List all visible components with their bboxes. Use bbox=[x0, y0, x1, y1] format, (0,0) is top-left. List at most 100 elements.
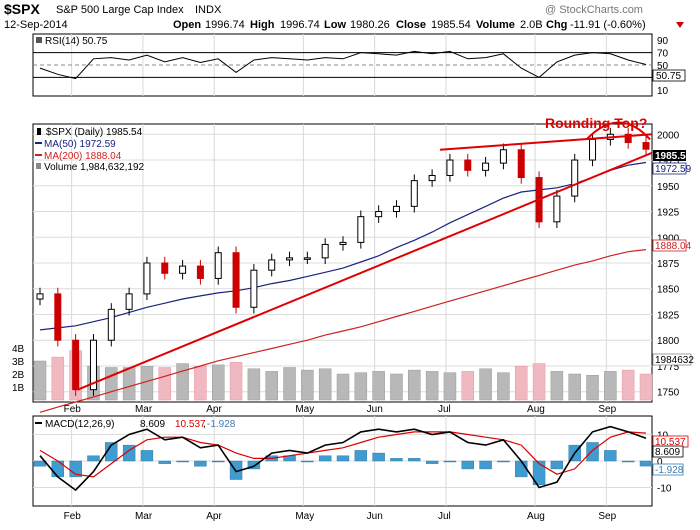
macd-histogram-bar bbox=[425, 460, 439, 464]
price-tick-label: 1875 bbox=[657, 259, 680, 270]
candle-body bbox=[553, 195, 561, 223]
close-tag bbox=[653, 150, 686, 161]
volume-bar bbox=[586, 375, 599, 401]
exchange: INDX bbox=[195, 4, 222, 16]
volume-tick-label: 4B bbox=[12, 344, 25, 355]
candle-body bbox=[499, 149, 507, 164]
macd-tag bbox=[652, 445, 684, 458]
candle-body bbox=[339, 241, 347, 245]
month-label-price: Apr bbox=[206, 404, 222, 415]
macd-histogram-bar bbox=[176, 460, 189, 463]
candle-body bbox=[428, 174, 436, 182]
macd-histogram-bar bbox=[604, 450, 617, 462]
price-tick-label: 1775 bbox=[657, 362, 680, 373]
candle-body bbox=[232, 252, 240, 308]
price-candles bbox=[36, 128, 650, 396]
volume-bars bbox=[33, 350, 653, 401]
candle-body bbox=[268, 259, 276, 271]
rsi-line bbox=[39, 50, 647, 80]
macd-histogram-bar bbox=[354, 450, 368, 462]
candle-body bbox=[482, 162, 490, 171]
price-tick-label: 1825 bbox=[657, 310, 680, 321]
volume-bar bbox=[604, 371, 617, 401]
candle-body bbox=[250, 269, 258, 308]
macd-legend-hist: -1.928 bbox=[207, 419, 236, 430]
ma50-tag bbox=[652, 162, 687, 175]
signal-tag-value: 10.537 bbox=[655, 437, 686, 448]
macd-histogram-bar bbox=[621, 460, 635, 463]
macd-histogram-bar bbox=[140, 450, 154, 462]
macd-tick-label: 0 bbox=[657, 457, 663, 468]
volume-bar bbox=[568, 373, 581, 401]
price-legend-ma200: MA(200) 1888.04 bbox=[44, 151, 122, 162]
macd-histogram-bar bbox=[194, 460, 207, 467]
month-label-macd: Sep bbox=[598, 511, 616, 522]
volume-bar bbox=[461, 371, 475, 401]
candle-body bbox=[89, 339, 97, 391]
volume-tick-label: 2B bbox=[12, 370, 25, 381]
candle-body bbox=[624, 133, 632, 144]
rsi-series-line bbox=[39, 50, 647, 80]
low-value: 1980.26 bbox=[350, 19, 390, 31]
price-tick-label: 1750 bbox=[657, 388, 680, 399]
volume-bar bbox=[479, 368, 492, 401]
month-label-price: Feb bbox=[64, 404, 82, 415]
macd-histogram-bar bbox=[550, 460, 564, 470]
hist-tag-value: -1.928 bbox=[655, 465, 684, 476]
macd-histogram-bar bbox=[51, 460, 65, 478]
volume-bar bbox=[532, 363, 546, 401]
close-label: Close bbox=[396, 19, 426, 31]
candle-body bbox=[125, 293, 133, 310]
ma50-tag-value: 1972.59 bbox=[655, 164, 692, 175]
volume-bar bbox=[158, 367, 172, 401]
candle-body bbox=[517, 149, 525, 179]
rsi-tag-value: 50.75 bbox=[656, 71, 681, 82]
candle-body bbox=[464, 159, 472, 171]
month-label-macd: Mar bbox=[135, 511, 153, 522]
volume-bar bbox=[443, 372, 457, 401]
close-value: 1985.54 bbox=[431, 19, 471, 31]
macd-legend-separator: , bbox=[203, 419, 206, 430]
macd-histogram-bar bbox=[586, 442, 599, 462]
volume-bar bbox=[336, 373, 350, 401]
volume-tick-label: 1B bbox=[12, 383, 25, 394]
symbol: $SPX bbox=[4, 1, 40, 17]
rsi-tick-label: 10 bbox=[657, 86, 669, 97]
macd-main-line bbox=[39, 425, 647, 492]
rounding-top-annotation: Rounding Top? bbox=[545, 115, 647, 131]
macd-histogram-bar bbox=[105, 442, 118, 462]
volume-bar bbox=[639, 373, 653, 401]
macd-histogram-bar bbox=[532, 460, 546, 486]
price-legend-close: $SPX (Daily) 1985.54 bbox=[46, 127, 143, 138]
candle-legend-icon bbox=[37, 128, 41, 135]
candle-body bbox=[143, 262, 151, 295]
volume-bar bbox=[318, 368, 332, 401]
macd-legend-signal: 10.537 bbox=[175, 419, 206, 430]
volume-bar bbox=[514, 365, 528, 401]
macd-legend-name: MACD(12,26,9) bbox=[45, 419, 114, 430]
candle-body bbox=[392, 205, 400, 213]
month-label-price: May bbox=[295, 404, 314, 415]
price-tick-label: 2000 bbox=[657, 130, 680, 141]
rsi-legend-text: RSI(14) 50.75 bbox=[45, 36, 108, 47]
volume-bar bbox=[497, 372, 510, 401]
candle-body bbox=[161, 262, 169, 274]
volume-bar bbox=[105, 367, 118, 401]
volume-bar bbox=[621, 369, 635, 401]
ma50-line bbox=[39, 161, 647, 331]
volume-bar bbox=[354, 372, 368, 401]
date: 12-Sep-2014 bbox=[4, 19, 68, 31]
volume-tick-label: 3B bbox=[12, 357, 25, 368]
value-tags: 50.75 1985.54 1972.59 1888.04 1984632 10… bbox=[652, 69, 694, 476]
candle-body bbox=[321, 243, 329, 259]
volume-bar bbox=[425, 371, 439, 401]
candle-body bbox=[36, 293, 44, 300]
moving-averages bbox=[39, 161, 647, 413]
macd-tag-value: 8.609 bbox=[655, 447, 680, 458]
high-label: High bbox=[250, 19, 275, 31]
volume-label: Volume bbox=[476, 19, 515, 31]
macd-histogram-bar bbox=[301, 460, 314, 463]
macd-histogram-bar bbox=[318, 455, 332, 462]
macd-histogram-bar bbox=[443, 460, 457, 463]
